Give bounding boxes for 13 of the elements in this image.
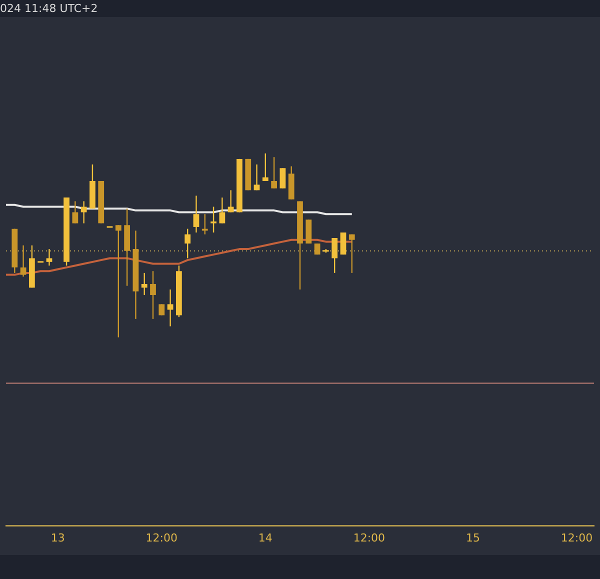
candlestick [46,249,52,266]
candlestick [167,290,174,326]
chart-title: 024 11:48 UTC+2 [0,0,600,17]
candlestick [20,245,26,277]
x-tick-label: 12:00 [146,531,178,544]
x-tick-label: 12:00 [353,531,386,544]
x-tick-label: 12:00 [560,531,593,544]
x-tick-label: 13 [50,531,65,544]
candlestick [228,190,234,212]
candlestick [80,201,87,224]
candlestick [254,164,260,190]
x-tick-label: 15 [466,531,480,544]
x-tick-label: 14 [258,531,272,544]
